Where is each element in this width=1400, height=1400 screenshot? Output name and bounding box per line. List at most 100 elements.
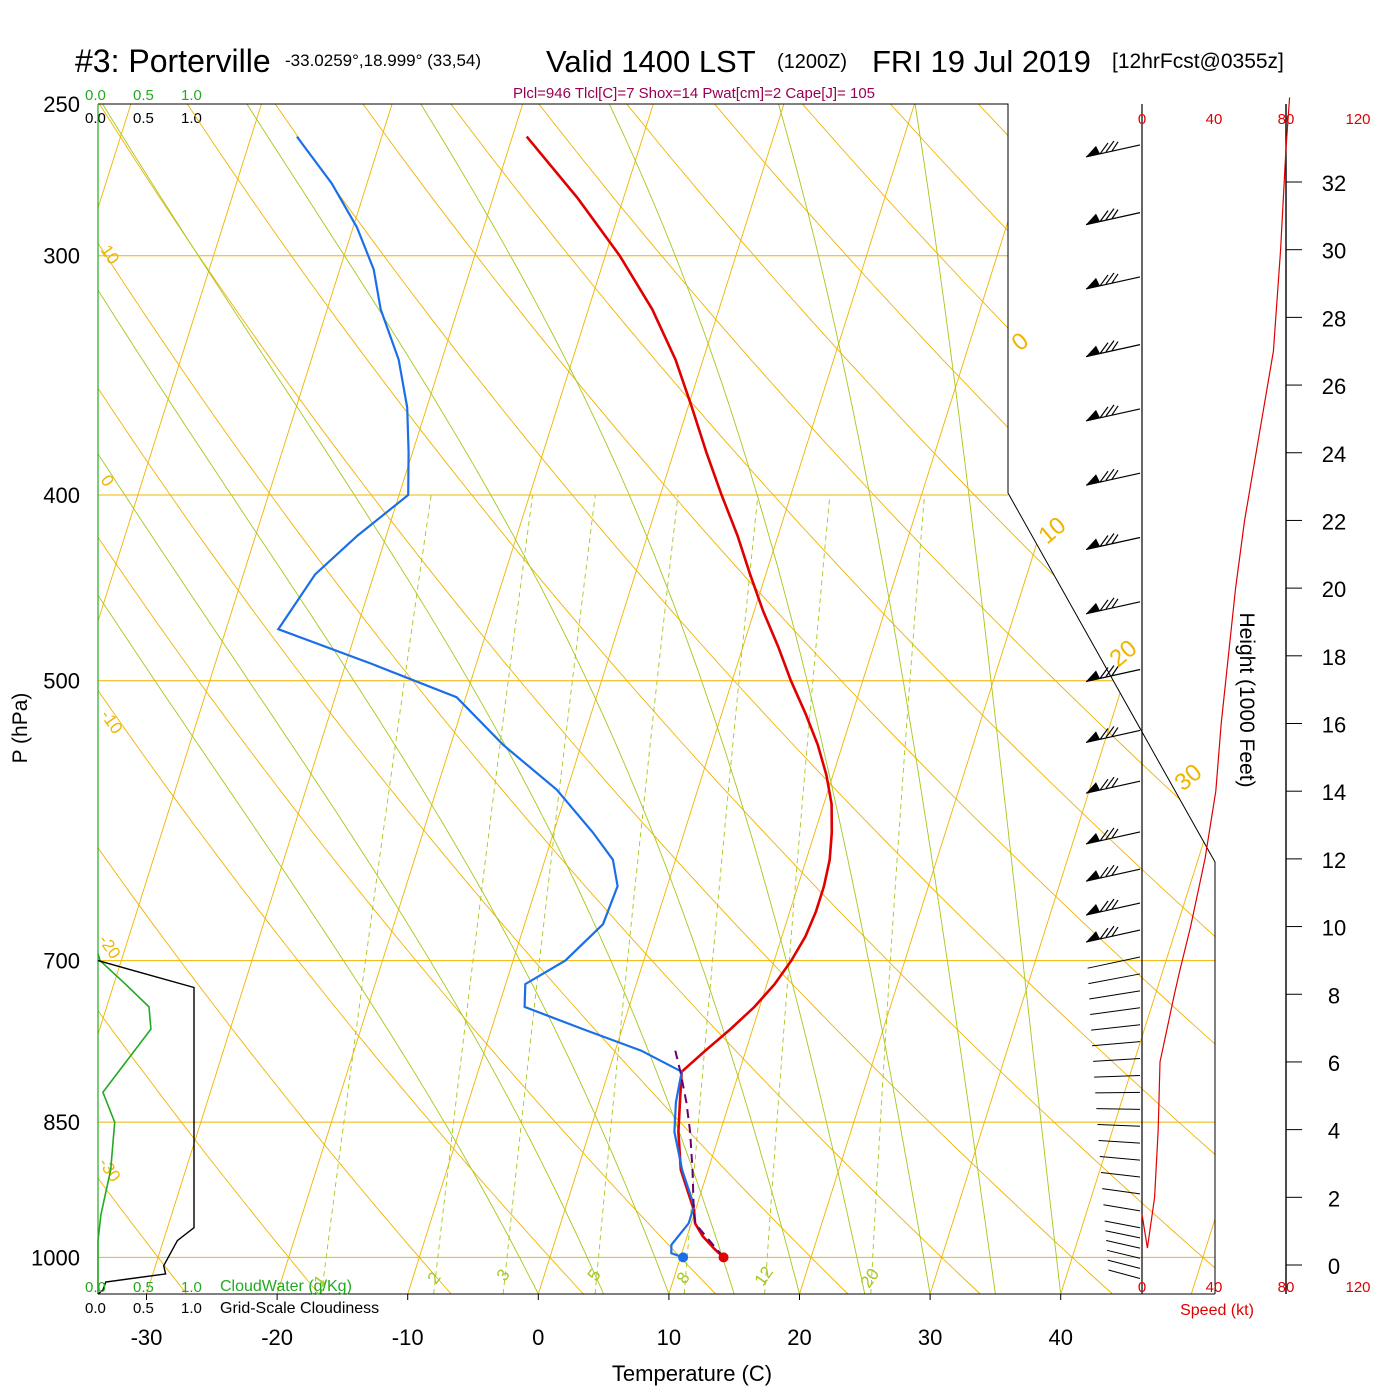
wind-barb-feather — [1105, 468, 1115, 481]
isobars — [98, 103, 1215, 1258]
mixing-ratio-line — [502, 494, 596, 1294]
wind-barb-feather — [1111, 469, 1119, 480]
wind-barb-feather — [1105, 864, 1115, 877]
isotherm-line — [668, 104, 1046, 1294]
wind-barb-staff — [1097, 1124, 1141, 1127]
wind-barb-pennant — [1086, 904, 1100, 916]
wind-barb — [1085, 468, 1141, 486]
wind-barb-pennant — [1086, 870, 1100, 882]
isotherm-line — [98, 104, 393, 1294]
cloudwater-profile — [97, 953, 152, 1294]
wind-barb — [1102, 1188, 1141, 1195]
cloudiness-tick-top: 1.0 — [181, 110, 202, 127]
height-tick-label: 20 — [1322, 577, 1346, 602]
cloudwater-tick-bottom: 0.0 — [85, 1279, 106, 1296]
isotherm-line — [929, 104, 1215, 1294]
height-tick-label: 8 — [1328, 983, 1340, 1008]
isotherm-line — [146, 104, 524, 1294]
mixing-ratio-label: 3 — [493, 1266, 514, 1285]
height-tick-label: 16 — [1322, 713, 1346, 738]
mixing-ratio-line — [683, 494, 759, 1294]
wind-barb — [1090, 1007, 1141, 1016]
wind-barb — [1106, 1240, 1141, 1249]
dry-adiabat-line — [450, 104, 1215, 1294]
wind-barb-feather — [1099, 210, 1109, 222]
wind-barb-feather — [1111, 828, 1119, 839]
cloudiness-tick-bottom: 0.0 — [85, 1300, 106, 1317]
wind-barb-feather — [1111, 865, 1119, 876]
wind-barb-feather — [1099, 599, 1109, 612]
wind-barb-feather — [1111, 273, 1119, 284]
speed-tick-label-bottom: 0 — [1138, 1279, 1146, 1296]
moist-adiabat-line — [98, 104, 539, 1294]
height-tick-label: 22 — [1322, 509, 1346, 534]
wind-barb — [1093, 1058, 1141, 1062]
valid-time: Valid 1400 LST — [546, 44, 756, 79]
wind-barb-feather — [1099, 728, 1109, 740]
cloudiness-tick-top: 0.5 — [133, 110, 154, 127]
height-tick-label: 30 — [1322, 239, 1346, 264]
station-title: #3: Porterville — [75, 43, 271, 79]
wind-barb — [1085, 404, 1141, 422]
height-tick-label: 32 — [1322, 171, 1346, 196]
height-tick-label: 4 — [1328, 1119, 1340, 1144]
temperature-tick-label: 30 — [918, 1325, 942, 1350]
wind-barb-feather — [1099, 406, 1109, 419]
isotherm-label: -10 — [97, 706, 127, 737]
cloudwater-tick-bottom: 1.0 — [181, 1279, 202, 1296]
wind-barb-feather — [1105, 533, 1115, 545]
wind-barb-feather — [1105, 925, 1115, 938]
mixing-ratio-line — [764, 494, 831, 1294]
wind-barb-staff — [1100, 1172, 1141, 1178]
height-tick-label: 18 — [1322, 645, 1346, 670]
isotherm-label: 10 — [97, 241, 123, 267]
wind-speed-profile — [1141, 97, 1291, 1249]
wind-barb-pennant — [1086, 538, 1100, 550]
mixing-ratio-label: 12 — [751, 1263, 777, 1289]
isotherm-line — [98, 104, 262, 1294]
wind-barb — [1085, 272, 1141, 290]
dry-adiabat-line — [98, 104, 320, 1294]
wind-barb — [1087, 956, 1141, 969]
dry-adiabat-line — [98, 104, 849, 1294]
wind-barb-feather — [1111, 598, 1119, 609]
mixing-ratio-line — [594, 494, 679, 1294]
wind-barb — [1091, 1024, 1141, 1031]
moist-adiabat-line — [608, 104, 931, 1294]
isotherm-label: -30 — [95, 1154, 125, 1185]
parcel-profile — [674, 1050, 725, 1259]
dry-adiabat-line — [538, 104, 1215, 1294]
wind-barb-feather — [1099, 829, 1109, 842]
moist-adiabat-line — [102, 104, 735, 1294]
cloudwater-tick-top: 1.0 — [181, 87, 202, 104]
speed-tick-label-top: 80 — [1278, 111, 1295, 128]
wind-barb-feather — [1105, 776, 1115, 789]
wind-barb-feather — [1099, 667, 1109, 679]
wind-barb — [1092, 1041, 1141, 1047]
speed-tick-label-top: 0 — [1138, 111, 1146, 128]
wind-barb — [1089, 990, 1141, 1000]
wind-barb — [1085, 827, 1141, 845]
cloud-profile-panel — [97, 953, 195, 1295]
wind-barb — [1085, 726, 1141, 744]
pressure-tick-label: 850 — [43, 1110, 80, 1135]
wind-barb — [1107, 1259, 1141, 1269]
wind-barb — [1085, 898, 1141, 916]
wind-barb-feather — [1099, 927, 1109, 940]
wind-barb-feather — [1105, 272, 1115, 285]
temperature-axis-title: Temperature (C) — [612, 1361, 772, 1386]
dry-adiabat-label: 20 — [1105, 635, 1143, 673]
wind-barb — [1085, 597, 1141, 615]
thermo-grid — [98, 104, 1215, 1294]
dry-adiabat-label: 0 — [1007, 327, 1035, 356]
moist-adiabat-line — [98, 104, 605, 1294]
moist-adiabat-line — [98, 104, 670, 1294]
wind-barb-feather — [1105, 597, 1115, 610]
wind-barb — [1085, 208, 1141, 226]
wind-barb-pennant — [1086, 602, 1100, 614]
sounding-profiles — [276, 135, 834, 1263]
pressure-tick-label: 400 — [43, 483, 80, 508]
pressure-tick-label: 500 — [43, 669, 80, 694]
cloud-axis-bottom: 0.0 0.5 1.0 CloudWater (g/Kg) 0.0 0.5 1.… — [85, 1278, 379, 1317]
